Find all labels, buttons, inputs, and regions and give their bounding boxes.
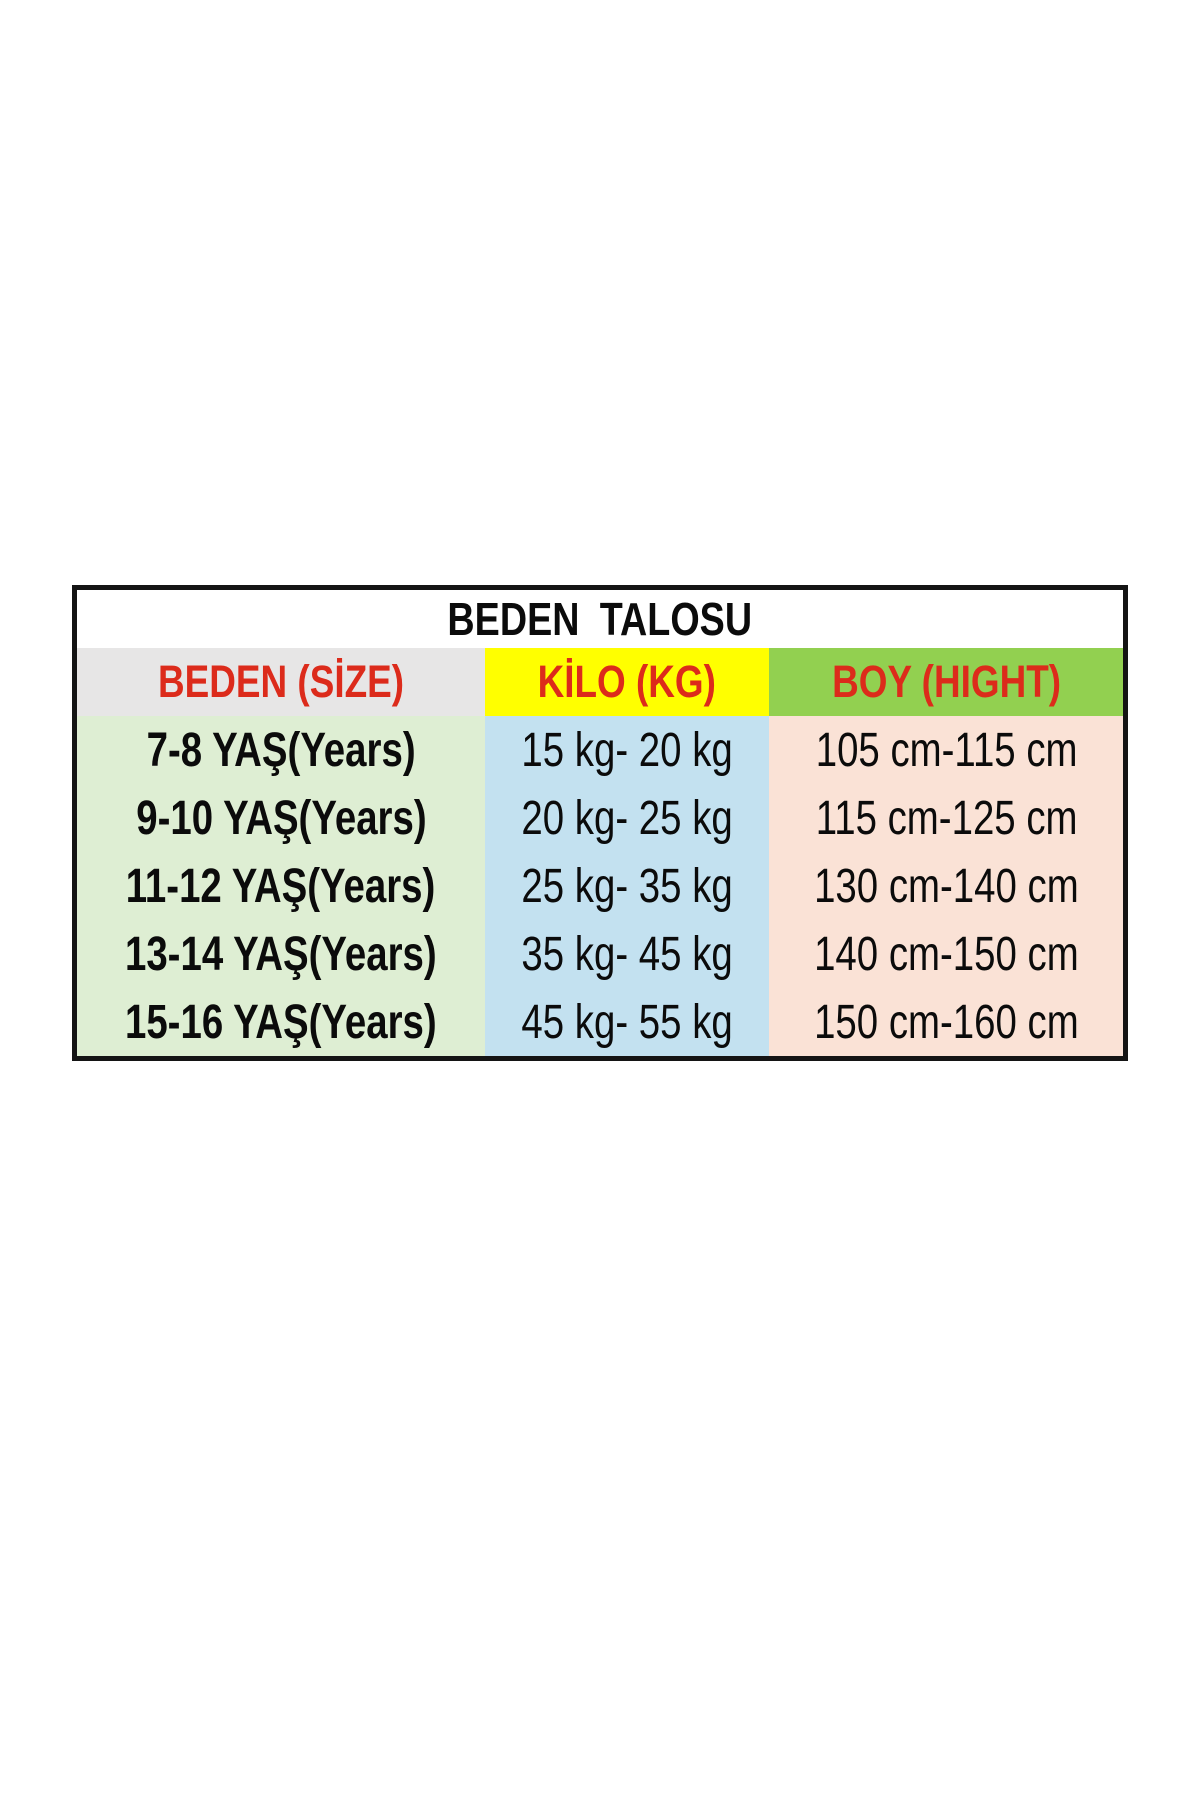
column-header-weight-label: KİLO (KG): [538, 656, 717, 707]
height-value: 140 cm-150 cm: [813, 927, 1079, 981]
size-chart-title: BEDEN TALOSU: [447, 593, 753, 645]
size-cell: 7-8 YAŞ(Years): [77, 716, 485, 784]
table-row: 9-10 YAŞ(Years) 20 kg- 25 kg 115 cm-125 …: [77, 784, 1123, 852]
height-cell: 130 cm-140 cm: [769, 852, 1123, 920]
height-value: 115 cm-125 cm: [815, 791, 1078, 845]
weight-cell: 15 kg- 20 kg: [484, 716, 770, 784]
height-cell: 115 cm-125 cm: [769, 784, 1123, 852]
weight-value: 15 kg- 20 kg: [521, 723, 733, 777]
weight-value: 25 kg- 35 kg: [521, 859, 733, 913]
height-value: 105 cm-115 cm: [815, 723, 1078, 777]
size-chart-header-row: BEDEN (SİZE) KİLO (KG) BOY (HIGHT): [77, 648, 1123, 716]
size-value: 9-10 YAŞ(Years): [135, 791, 427, 845]
table-row: 13-14 YAŞ(Years) 35 kg- 45 kg 140 cm-150…: [77, 920, 1123, 988]
size-cell: 13-14 YAŞ(Years): [77, 920, 485, 988]
weight-value: 35 kg- 45 kg: [521, 927, 733, 981]
weight-value: 20 kg- 25 kg: [521, 791, 733, 845]
weight-cell: 35 kg- 45 kg: [484, 920, 770, 988]
weight-value: 45 kg- 55 kg: [521, 995, 733, 1049]
weight-cell: 45 kg- 55 kg: [484, 988, 770, 1056]
size-cell: 15-16 YAŞ(Years): [77, 988, 485, 1056]
size-value: 7-8 YAŞ(Years): [146, 723, 416, 777]
height-cell: 105 cm-115 cm: [769, 716, 1123, 784]
weight-cell: 20 kg- 25 kg: [484, 784, 770, 852]
size-cell: 11-12 YAŞ(Years): [77, 852, 485, 920]
column-header-height: BOY (HIGHT): [769, 648, 1123, 716]
size-chart-title-row: BEDEN TALOSU: [77, 590, 1123, 648]
weight-cell: 25 kg- 35 kg: [484, 852, 770, 920]
size-value: 15-16 YAŞ(Years): [125, 995, 437, 1049]
size-cell: 9-10 YAŞ(Years): [77, 784, 485, 852]
height-cell: 140 cm-150 cm: [769, 920, 1123, 988]
column-header-size-label: BEDEN (SİZE): [157, 656, 404, 707]
column-header-size: BEDEN (SİZE): [77, 648, 485, 716]
height-value: 130 cm-140 cm: [813, 859, 1079, 913]
column-header-weight: KİLO (KG): [484, 648, 770, 716]
table-row: 15-16 YAŞ(Years) 45 kg- 55 kg 150 cm-160…: [77, 988, 1123, 1056]
column-header-height-label: BOY (HIGHT): [831, 656, 1061, 707]
size-chart-table: BEDEN TALOSU BEDEN (SİZE) KİLO (KG) BOY …: [72, 585, 1128, 1061]
size-value: 13-14 YAŞ(Years): [125, 927, 437, 981]
size-value: 11-12 YAŞ(Years): [126, 859, 436, 913]
table-row: 7-8 YAŞ(Years) 15 kg- 20 kg 105 cm-115 c…: [77, 716, 1123, 784]
table-row: 11-12 YAŞ(Years) 25 kg- 35 kg 130 cm-140…: [77, 852, 1123, 920]
height-value: 150 cm-160 cm: [813, 995, 1079, 1049]
height-cell: 150 cm-160 cm: [769, 988, 1123, 1056]
